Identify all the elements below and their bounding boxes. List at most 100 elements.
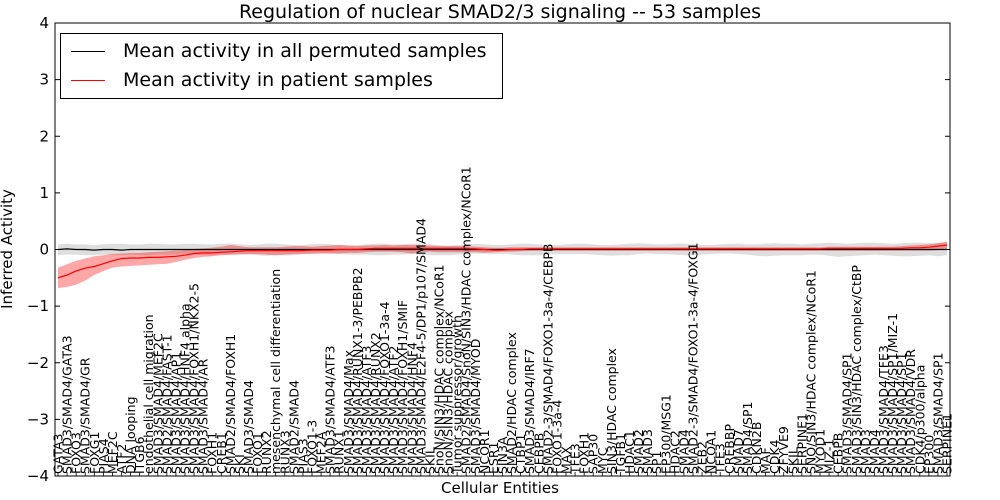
x-tick-label: SKIL (785, 447, 800, 474)
x-tick-label: CDK4 (767, 439, 782, 474)
x-tick-label: SMAD3/SIN3/HDAC complex/CtBP (849, 265, 864, 474)
x-tick-label: TFE3 (568, 443, 583, 475)
y-tick-label: 4 (39, 14, 49, 32)
x-tick-label: SMAD3/SMAD4/HNF4 (404, 342, 419, 474)
x-tick-label: SERPINE1 (940, 413, 955, 474)
x-tick-label: FOXG1 (87, 432, 102, 474)
x-tick-label: SP1 (649, 451, 664, 474)
band-patient (58, 241, 947, 288)
x-tick-label: MEF2A (314, 431, 329, 474)
x-tick-label: ITGB6 (132, 436, 147, 474)
x-tick-label: CREB1 (214, 432, 229, 474)
x-tick-label: ZEB2 (695, 441, 710, 474)
x-tick-label: SMAD2/SMAD4/FAST-1 (159, 334, 174, 474)
x-tick-label: SMAD3/SMAD4/SP1 (894, 352, 909, 474)
x-tick-label: SMAD2/SMAD4/SnoN/SIN3/HDAC complex/NCoR1 (459, 166, 474, 474)
x-tick-label: SMAD2/HDAC complex (504, 332, 519, 474)
x-tick-label: SMAD2/SMAD4 (286, 380, 301, 474)
x-tick-label: SKI (232, 454, 247, 474)
x-tick-label: SMAD3/SMAD4/SP1 (930, 352, 945, 474)
x-tick-label: FOXH1 (205, 432, 220, 474)
x-tick-label: FOXH1 (577, 432, 592, 474)
x-tick-label: SMAD3/SMAD4/SP1 (840, 352, 855, 474)
x-tick-label: SMAD2-3/SMAD4/FOXO1-3a-4/CEBPB (540, 244, 555, 474)
x-tick-label: HDAC1 (622, 430, 637, 474)
line-patient-mean (57, 244, 948, 279)
x-tick-label: CDKN2B (749, 422, 764, 474)
x-tick-label: TFE3 (713, 443, 728, 475)
x-tick-label: SnoN/SIN3/HDAC complex/NCoR1 (432, 264, 447, 474)
y-tick-label: 2 (39, 127, 49, 145)
x-tick-label: SNO/SIN3/HDAC complex/NCoR1 (803, 270, 818, 474)
y-tick-label: 1 (39, 184, 49, 202)
x-tick-labels: GATA3SMAD3/SMAD4/GATA3FOXO3SMAD3/SMAD4/G… (51, 166, 955, 476)
legend-swatch-black (71, 50, 105, 52)
x-tick-label: SMAD4/SP1 (740, 402, 755, 475)
legend-item-permuted: Mean activity in all permuted samples (71, 37, 486, 65)
x-tick-label: SMAD3/SMAD4/FOXH1/SMIF (395, 300, 410, 474)
x-tick-label: SMAD2/SMAD4/FOXH1 (223, 334, 238, 474)
x-tick-label: SAP30 (586, 434, 601, 474)
x-tick-label: SMAD4 (676, 429, 691, 474)
y-axis: 4 3 2 1 0 −1 −2 −3 −4 (27, 14, 950, 485)
y-tick-label: −2 (27, 354, 49, 372)
x-tick-label: MEF2C (105, 431, 120, 474)
x-tick-label: SMAD4 (867, 429, 882, 474)
x-tick-label: SMAD3/SMAD4/VDR (903, 349, 918, 474)
x-tick-label: SMAD3/SMAD4/HNF4 alpha (178, 303, 193, 474)
x-tick-label: SnoN/SIN3/HDAC complex (441, 311, 456, 474)
x-tick-label: FOXO1-3 (305, 420, 320, 474)
y-tick-label: 0 (39, 241, 49, 259)
legend-item-patient: Mean activity in patient samples (71, 66, 433, 94)
x-tick-label: FOXO1-3a-4 (549, 400, 564, 474)
x-tick-label: SERPINE1 (794, 413, 809, 474)
y-tick-label: −1 (27, 297, 49, 315)
x-tick-label: CEBPB (531, 433, 546, 474)
x-tick-label: SMAD3/SMAD4/AR (196, 358, 211, 474)
x-tick-label: SMAD3/SMAD4/ATF3 (323, 346, 338, 474)
x-tick-label: SMAD3/SMAD4/AP1 (168, 352, 183, 474)
chart-title: Regulation of nuclear SMAD2/3 signaling … (239, 1, 761, 23)
x-tick-label: RUNX1 (332, 430, 347, 474)
legend-label-permuted: Mean activity in all permuted samples (123, 40, 487, 62)
x-tick-label: CREBBP (722, 424, 737, 474)
y-axis-label: Inferred Activity (0, 189, 16, 309)
x-tick-label: ESR1 (486, 442, 501, 474)
x-tick-label: MIZ-1 (822, 439, 837, 474)
x-tick-label: SMAD3/SMAD4/IRF7 (522, 348, 537, 474)
x-tick-label: MYOD1 (813, 429, 828, 474)
x-tick-label: GATA3 (51, 434, 66, 474)
x-tick-label: FOXO3 (69, 432, 84, 474)
x-tick-label: SMAD3/SMAD4/ATF2 (386, 346, 401, 474)
x-tick-label: EP300/MSG1 (658, 394, 673, 474)
x-tick-label: SMAD3/SMAD4/GATA3 (60, 335, 75, 474)
x-tick-label: MAX (559, 446, 574, 474)
x-tick-label: CEBPB (831, 433, 846, 474)
x-tick-label: SMAD3/SMAD4/SP1/MIZ-1 (885, 313, 900, 474)
x-tick-label: CTBP1 (513, 434, 528, 474)
x-tick-label: mesenchymal cell differentiation (268, 269, 283, 474)
x-tick-label: SMAD7 (731, 429, 746, 474)
x-tick-label: SMAD3/SMAD4/MYOD (468, 339, 483, 474)
x-tick-label: SMAD3/SMAD4/FOXO1-3a-4 (377, 301, 392, 474)
y-tick-label: −3 (27, 410, 49, 428)
x-tick-label: SMAD2-3/SMAD4/FOXO1-3a-4/FOXG1 (686, 242, 701, 474)
x-tick-label: SMAD3/SMAD4/E2F4-5/DP1/p107/SMAD4 (413, 218, 428, 474)
x-tick-label: FOXO1 (250, 432, 265, 474)
x-tick-label: SMAD2 (631, 429, 646, 474)
x-tick-label: SKIL (422, 447, 437, 474)
x-tick-label: RUNX3 (277, 430, 292, 474)
x-tick-label: SMAD3/SMAD4/Max (341, 350, 356, 474)
x-tick-label: RUNX2 (259, 430, 274, 474)
x-tick-label: EP300 (921, 435, 936, 474)
x-axis-label: Cellular Entities (441, 479, 559, 497)
x-tick-label: SMAD3/SMAD4/FOXH1/NKX2-5 (187, 283, 202, 474)
x-tick-label: endothelial cell migration (141, 314, 156, 474)
y-tick-label: −4 (27, 467, 49, 485)
x-tick-label: SMAD3 (640, 429, 655, 474)
x-tick-label: SMAD3/SMAD4 (241, 380, 256, 474)
x-tick-label: SMAD3 (858, 429, 873, 474)
x-tick-label: TGFB1 (613, 433, 628, 475)
legend-label-patient: Mean activity in patient samples (123, 69, 433, 91)
x-tick-label: MAF (758, 447, 773, 474)
